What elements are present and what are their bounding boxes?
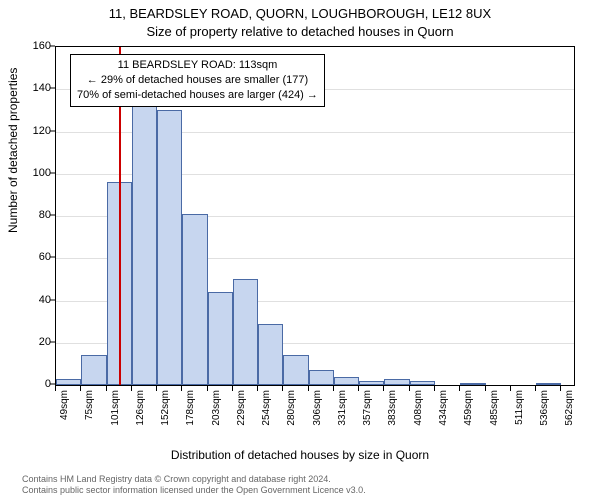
x-tick-label: 459sqm [463,390,474,426]
x-tick-label: 126sqm [135,390,146,426]
y-tick-mark [50,215,55,216]
chart-subtitle: Size of property relative to detached ho… [0,24,600,39]
y-tick-mark [50,299,55,300]
x-tick-mark [156,386,157,391]
y-tick-label: 40 [11,294,51,306]
x-tick-mark [131,386,132,391]
x-tick-mark [333,386,334,391]
chart-title: 11, BEARDSLEY ROAD, QUORN, LOUGHBOROUGH,… [0,6,600,21]
x-tick-mark [308,386,309,391]
histogram-bar [132,72,157,385]
x-tick-label: 485sqm [489,390,500,426]
y-tick-label: 120 [11,125,51,137]
y-tick-mark [50,88,55,89]
y-tick-label: 160 [11,40,51,52]
x-tick-mark [510,386,511,391]
y-tick-mark [50,341,55,342]
y-tick-label: 20 [11,336,51,348]
attribution-line-2: Contains public sector information licen… [22,485,366,496]
x-axis-label: Distribution of detached houses by size … [0,448,600,462]
x-tick-mark [459,386,460,391]
y-tick-label: 140 [11,82,51,94]
x-tick-label: 357sqm [362,390,373,426]
x-tick-mark [55,386,56,391]
x-tick-label: 178sqm [185,390,196,426]
x-tick-label: 152sqm [160,390,171,426]
y-tick-label: 80 [11,209,51,221]
x-tick-mark [257,386,258,391]
x-tick-label: 101sqm [110,390,121,426]
x-tick-mark [383,386,384,391]
info-line-2: ← 29% of detached houses are smaller (17… [77,73,318,88]
y-tick-mark [50,172,55,173]
info-line-1: 11 BEARDSLEY ROAD: 113sqm [77,58,318,73]
histogram-bar [56,379,81,385]
x-tick-mark [181,386,182,391]
y-tick-mark [50,130,55,131]
histogram-bar [157,110,182,385]
y-tick-label: 100 [11,167,51,179]
x-tick-mark [560,386,561,391]
y-tick-mark [50,257,55,258]
x-tick-label: 49sqm [59,390,70,420]
y-tick-label: 60 [11,251,51,263]
histogram-bar [384,379,409,385]
y-tick-mark [50,46,55,47]
x-tick-mark [434,386,435,391]
x-tick-label: 562sqm [564,390,575,426]
x-tick-label: 280sqm [286,390,297,426]
x-tick-label: 536sqm [539,390,550,426]
histogram-bar [359,381,384,385]
attribution: Contains HM Land Registry data © Crown c… [22,474,366,497]
y-tick-mark [50,384,55,385]
info-line-3: 70% of semi-detached houses are larger (… [77,88,318,103]
x-tick-label: 75sqm [84,390,95,420]
y-tick-label: 0 [11,378,51,390]
x-tick-label: 229sqm [236,390,247,426]
histogram-bar [309,370,334,385]
histogram-bar [81,355,106,385]
x-tick-label: 434sqm [438,390,449,426]
x-tick-mark [106,386,107,391]
x-tick-label: 331sqm [337,390,348,426]
histogram-bar [283,355,308,385]
histogram-bar [208,292,233,385]
x-tick-mark [80,386,81,391]
histogram-bar [182,214,207,385]
x-tick-mark [485,386,486,391]
x-tick-label: 511sqm [514,390,525,425]
x-tick-mark [409,386,410,391]
histogram-bar [460,383,485,385]
x-tick-mark [207,386,208,391]
x-tick-label: 306sqm [312,390,323,426]
x-tick-mark [282,386,283,391]
histogram-bar [334,377,359,385]
histogram-bar [233,279,258,385]
x-tick-label: 254sqm [261,390,272,426]
histogram-bar [536,383,561,385]
x-tick-mark [535,386,536,391]
info-box: 11 BEARDSLEY ROAD: 113sqm ← 29% of detac… [70,54,325,107]
x-tick-label: 408sqm [413,390,424,426]
x-tick-label: 203sqm [211,390,222,426]
x-tick-mark [232,386,233,391]
x-tick-mark [358,386,359,391]
histogram-bar [258,324,283,385]
attribution-line-1: Contains HM Land Registry data © Crown c… [22,474,366,485]
histogram-bar [410,381,435,385]
x-tick-label: 383sqm [387,390,398,426]
